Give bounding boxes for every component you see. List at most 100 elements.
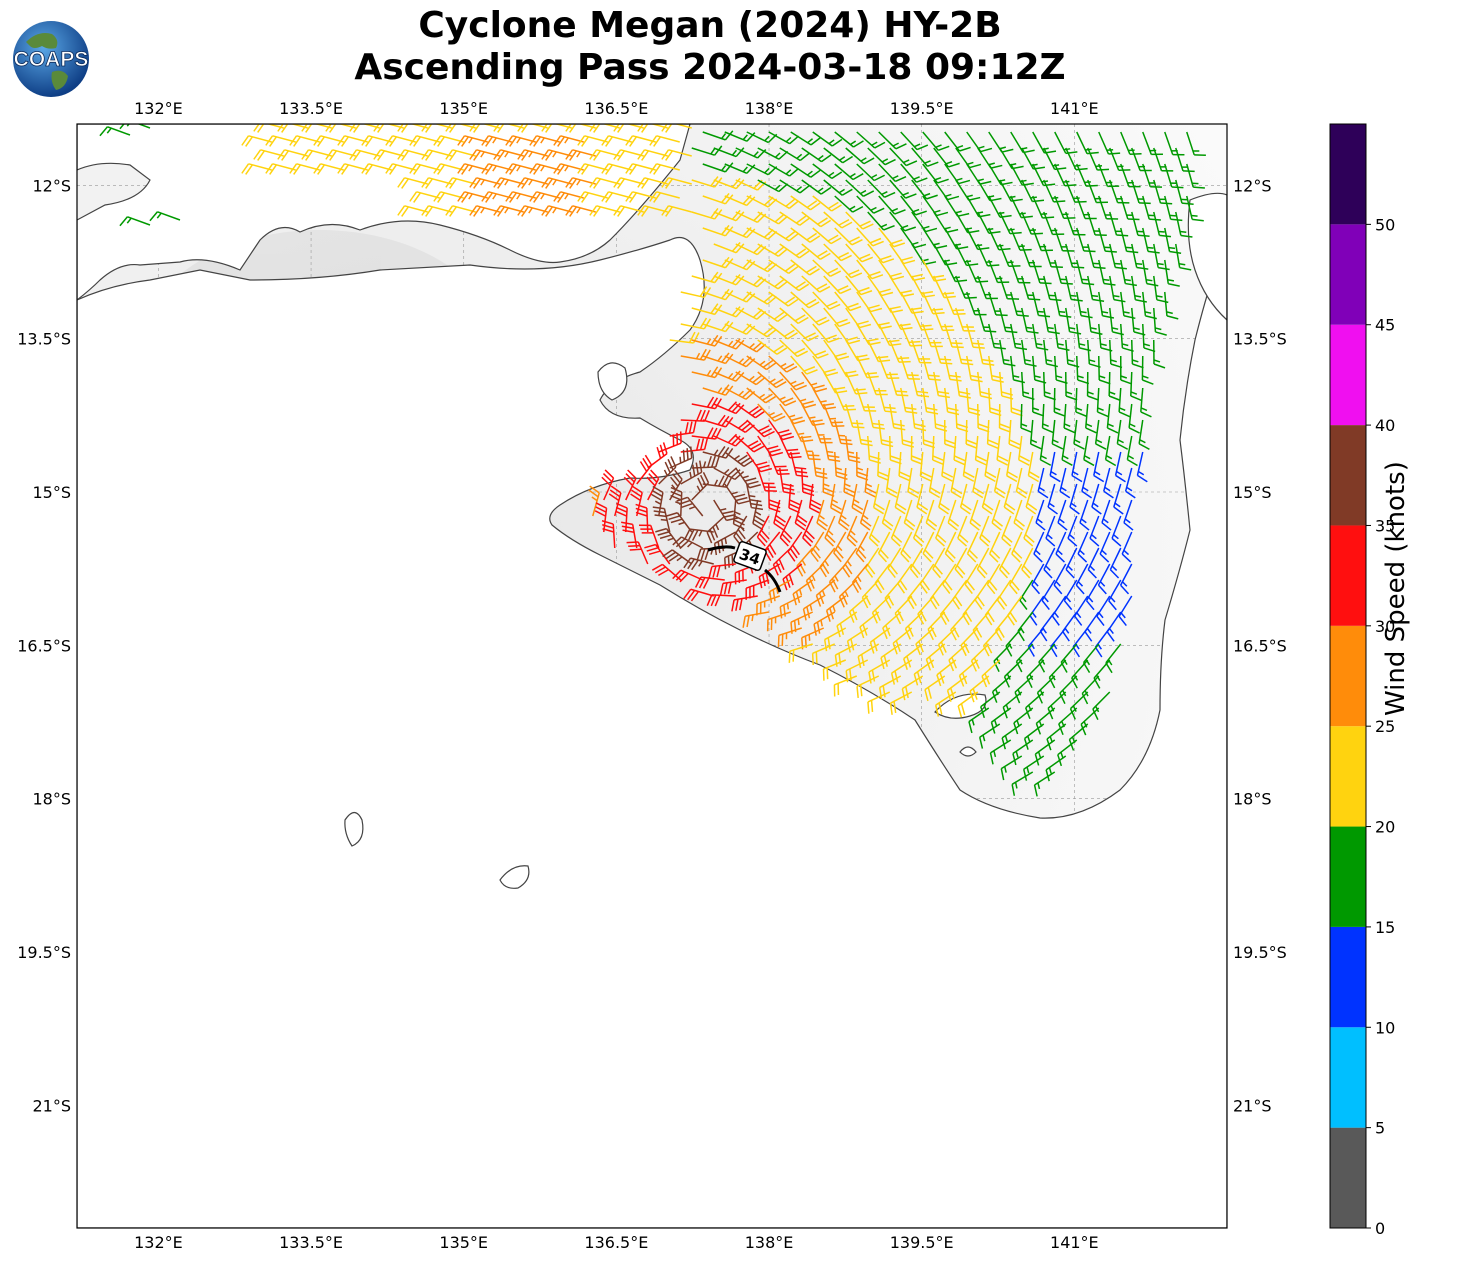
wind-barb bbox=[889, 691, 913, 715]
coastline bbox=[77, 124, 1227, 1228]
wind-barb bbox=[868, 515, 881, 547]
wind-barb bbox=[931, 435, 944, 466]
wind-barb bbox=[1063, 579, 1078, 611]
wind-barb bbox=[1087, 275, 1105, 303]
wind-barb bbox=[996, 435, 1009, 466]
wind-barb bbox=[885, 467, 898, 498]
wind-barb bbox=[505, 191, 536, 203]
wind-barb bbox=[1108, 579, 1122, 611]
wind-barb bbox=[577, 163, 608, 175]
wind-barb bbox=[301, 149, 332, 161]
wind-barb bbox=[702, 162, 734, 173]
wind-barb bbox=[1089, 515, 1100, 547]
wind-barb bbox=[867, 307, 892, 330]
coaps-logo: COAPS bbox=[13, 21, 89, 97]
wind-barb bbox=[801, 243, 831, 260]
wind-barb bbox=[1012, 739, 1034, 766]
wind-barb bbox=[757, 467, 778, 492]
wind-barb bbox=[812, 419, 833, 444]
wind-barb bbox=[713, 306, 745, 318]
wind-barb bbox=[929, 579, 946, 610]
wind-barb bbox=[882, 611, 902, 640]
wind-barb bbox=[779, 339, 809, 358]
wind-barb bbox=[1075, 563, 1089, 595]
wind-barb bbox=[878, 419, 894, 448]
wind-barb bbox=[1075, 387, 1088, 418]
wind-barb bbox=[1065, 307, 1082, 335]
lon-tick-label: 136.5°E bbox=[584, 1233, 648, 1252]
wind-barb bbox=[878, 675, 902, 700]
lat-tick-label: 16.5°S bbox=[17, 636, 71, 655]
wind-barb bbox=[493, 205, 524, 217]
wind-barb bbox=[481, 163, 512, 175]
wind-barb bbox=[589, 149, 620, 161]
wind-barb bbox=[857, 643, 880, 669]
wind-barb bbox=[713, 499, 738, 522]
wind-barb bbox=[1027, 451, 1040, 483]
wind-barb bbox=[911, 371, 930, 398]
wind-barb bbox=[746, 419, 775, 438]
land-arnhem-north bbox=[77, 124, 691, 301]
wind-barb bbox=[777, 627, 802, 648]
wind-barb bbox=[834, 227, 863, 246]
lon-tick-label: 136.5°E bbox=[584, 99, 648, 118]
wind-barb bbox=[801, 211, 832, 228]
colorbar-bin bbox=[1330, 124, 1366, 225]
wind-barb bbox=[974, 435, 987, 466]
wind-barb bbox=[911, 147, 939, 167]
wind-barb bbox=[702, 224, 734, 237]
lon-tick-label: 138°E bbox=[745, 1233, 794, 1252]
wind-barb bbox=[397, 177, 428, 189]
wind-barb bbox=[594, 502, 608, 533]
wind-barb bbox=[713, 338, 745, 350]
wind-barb bbox=[746, 291, 777, 305]
wind-barb bbox=[735, 371, 766, 386]
wind-barb bbox=[933, 307, 955, 332]
wind-barb bbox=[1076, 163, 1098, 187]
wind-barb bbox=[779, 307, 809, 325]
wind-barb bbox=[1098, 291, 1115, 319]
wind-barb bbox=[644, 543, 671, 565]
wind-barb bbox=[541, 177, 572, 189]
wind-barb bbox=[1131, 275, 1147, 303]
wind-barb bbox=[999, 243, 1021, 267]
lon-tick-label: 135°E bbox=[439, 1233, 488, 1252]
wind-barb bbox=[911, 307, 934, 331]
wind-barb bbox=[433, 163, 464, 175]
wind-barb bbox=[904, 611, 924, 640]
wind-barb bbox=[1061, 435, 1073, 467]
wind-barb bbox=[768, 483, 781, 513]
wind-barb bbox=[615, 502, 628, 533]
wind-barb bbox=[724, 194, 756, 207]
lat-tick-label: 13.5°S bbox=[17, 330, 71, 349]
wind-barb bbox=[724, 451, 755, 468]
wind-barb bbox=[1065, 179, 1087, 203]
wind-barb bbox=[649, 191, 680, 203]
wind-barb bbox=[801, 147, 832, 163]
lon-tick-label: 133.5°E bbox=[279, 1233, 343, 1252]
wind-barb bbox=[1043, 547, 1056, 579]
wind-barb bbox=[900, 531, 913, 563]
wind-barb bbox=[790, 195, 821, 211]
wind-barb bbox=[1032, 387, 1045, 417]
lon-tick-label: 138°E bbox=[745, 99, 794, 118]
wind-barb bbox=[955, 339, 974, 366]
island-small-1 bbox=[959, 746, 977, 757]
wind-barb bbox=[900, 323, 923, 347]
wind-barb bbox=[768, 227, 799, 242]
wind-barb bbox=[1142, 259, 1159, 287]
wind-barb bbox=[1091, 483, 1102, 515]
wind-barb bbox=[912, 515, 925, 547]
wind-barb bbox=[1043, 275, 1062, 302]
wind-barb bbox=[149, 211, 181, 222]
wind-barb bbox=[816, 499, 828, 531]
wind-barb bbox=[630, 485, 643, 517]
wind-barb bbox=[843, 467, 856, 498]
wind-barb bbox=[680, 317, 712, 330]
wind-barb bbox=[1120, 131, 1142, 155]
wind-barb bbox=[957, 515, 969, 547]
wind-barb bbox=[823, 243, 852, 262]
wind-barb bbox=[1164, 291, 1179, 320]
wind-barb bbox=[867, 243, 895, 264]
colorbar-tick-label: 5 bbox=[1375, 1119, 1385, 1138]
